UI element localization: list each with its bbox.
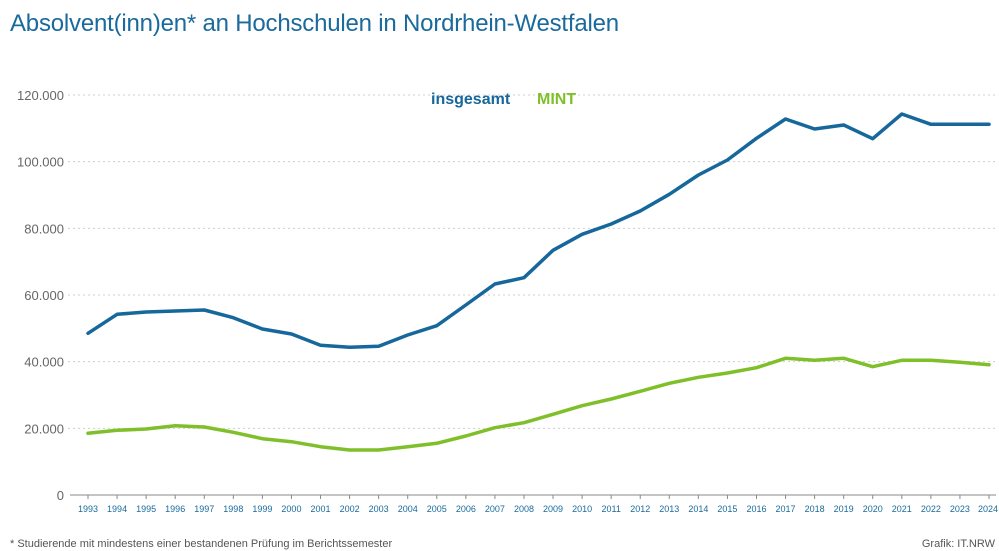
source-credit: Grafik: IT.NRW — [921, 538, 995, 550]
grid-lines — [68, 94, 995, 429]
footnote: * Studierende mit mindestens einer besta… — [10, 538, 393, 550]
legend-mint: MINT — [537, 91, 576, 108]
x-tick-label: 2022 — [921, 504, 941, 514]
y-tick-label: 80.000 — [24, 221, 64, 236]
legend: insgesamt MINT — [431, 91, 576, 108]
series-line-mint — [86, 356, 991, 452]
x-tick-label: 2021 — [892, 504, 912, 514]
x-tick-label: 1999 — [252, 504, 272, 514]
x-tick-label: 2013 — [659, 504, 679, 514]
x-tick-label: 2024 — [978, 504, 998, 514]
x-tick-label: 2011 — [601, 504, 620, 514]
x-tick-label: 2012 — [630, 504, 650, 514]
x-tick-label: 2018 — [805, 504, 825, 514]
chart-title: Absolvent(inn)en* an Hochschulen in Nord… — [10, 10, 619, 37]
x-tick-label: 2009 — [543, 504, 563, 514]
series-line-insgesamt — [86, 112, 991, 350]
x-tick-label: 1996 — [165, 504, 185, 514]
x-tick-label: 2007 — [485, 504, 505, 514]
y-tick-label: 120.000 — [17, 88, 64, 103]
x-tick-label: 2003 — [369, 504, 389, 514]
x-tick-label: 1995 — [136, 504, 156, 514]
y-tick-label: 0 — [57, 488, 64, 503]
y-axis-labels: 0 20.000 40.000 60.000 80.000 100.000 120.000 — [17, 88, 64, 503]
y-tick-label: 20.000 — [24, 421, 64, 436]
x-tick-label: 2000 — [281, 504, 301, 514]
x-tick-label: 2002 — [340, 504, 360, 514]
x-tick-label: 1998 — [223, 504, 243, 514]
x-tick-label: 2020 — [863, 504, 883, 514]
x-tick-label: 2006 — [456, 504, 476, 514]
legend-insgesamt: insgesamt — [431, 91, 511, 108]
series-lines — [86, 112, 991, 452]
x-tick-label: 2017 — [776, 504, 796, 514]
x-tick-label: 2008 — [514, 504, 534, 514]
x-tick-label: 1994 — [107, 504, 127, 514]
y-tick-label: 40.000 — [24, 355, 64, 370]
x-tick-label: 2010 — [572, 504, 592, 514]
x-tick-label: 2001 — [311, 504, 331, 514]
y-tick-label: 60.000 — [24, 288, 64, 303]
x-tick-label: 2023 — [950, 504, 970, 514]
x-tick-label: 1993 — [78, 504, 98, 514]
y-tick-label: 100.000 — [17, 155, 64, 170]
x-tick-label: 2016 — [746, 504, 766, 514]
x-tick-label: 2004 — [398, 504, 418, 514]
x-tick-label: 1997 — [194, 504, 214, 514]
x-tick-label: 2015 — [717, 504, 737, 514]
x-tick-label: 2019 — [834, 504, 854, 514]
x-tick-label: 2014 — [688, 504, 708, 514]
x-tick-label: 2005 — [427, 504, 447, 514]
x-axis: 1993 1994 1995 1996 1997 1998 1999 2000 2001 2002… — [70, 494, 998, 514]
